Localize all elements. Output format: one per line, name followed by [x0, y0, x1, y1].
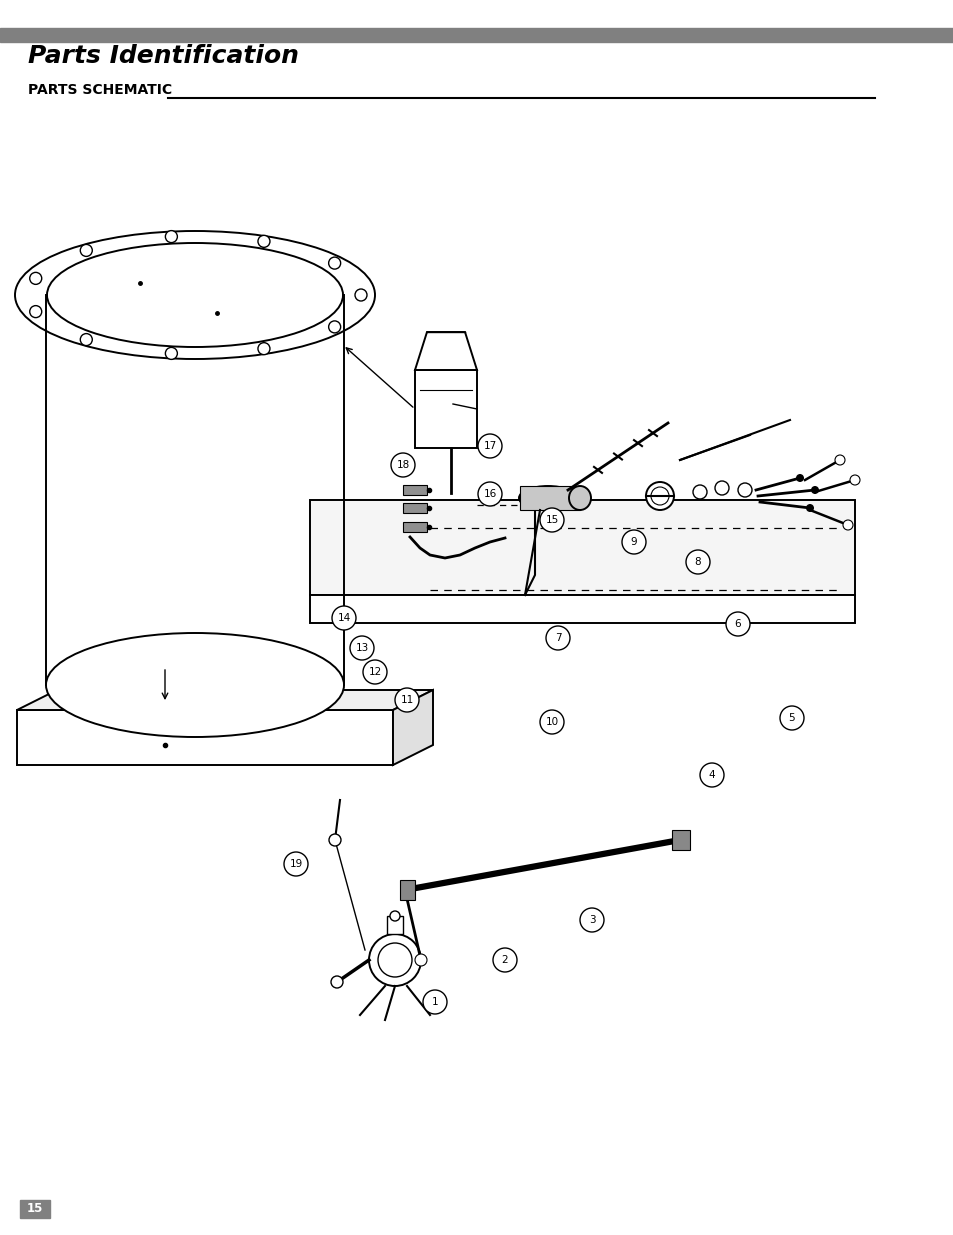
Circle shape — [621, 530, 645, 555]
Circle shape — [30, 305, 42, 317]
Circle shape — [645, 482, 673, 510]
Circle shape — [842, 520, 852, 530]
Circle shape — [477, 433, 501, 458]
Text: Parts Identification: Parts Identification — [28, 44, 298, 68]
Circle shape — [328, 321, 340, 333]
Circle shape — [80, 245, 92, 257]
Text: PARTS SCHEMATIC: PARTS SCHEMATIC — [28, 83, 172, 98]
Text: 5: 5 — [788, 713, 795, 722]
Polygon shape — [310, 595, 854, 622]
Text: 7: 7 — [554, 634, 560, 643]
Circle shape — [350, 636, 374, 659]
Ellipse shape — [518, 487, 577, 510]
Text: 6: 6 — [734, 619, 740, 629]
Circle shape — [685, 550, 709, 574]
Circle shape — [391, 453, 415, 477]
Text: 15: 15 — [545, 515, 558, 525]
Text: 9: 9 — [630, 537, 637, 547]
Bar — [519, 487, 579, 510]
Ellipse shape — [46, 634, 344, 737]
Polygon shape — [415, 332, 476, 370]
Circle shape — [165, 231, 177, 242]
Circle shape — [355, 289, 367, 301]
Circle shape — [422, 990, 447, 1014]
Circle shape — [795, 474, 803, 482]
Circle shape — [415, 953, 427, 966]
Circle shape — [257, 342, 270, 354]
Bar — [20, 1200, 50, 1218]
Bar — [0, 28, 953, 42]
Circle shape — [284, 852, 308, 876]
Bar — [402, 522, 427, 532]
Circle shape — [539, 710, 563, 734]
Circle shape — [257, 236, 270, 247]
Circle shape — [369, 934, 420, 986]
Text: 4: 4 — [708, 769, 715, 781]
Circle shape — [493, 948, 517, 972]
Circle shape — [725, 613, 749, 636]
Circle shape — [332, 606, 355, 630]
Text: 1: 1 — [432, 997, 437, 1007]
Text: 3: 3 — [588, 915, 595, 925]
Circle shape — [395, 688, 418, 713]
Circle shape — [545, 626, 569, 650]
Circle shape — [363, 659, 387, 684]
Circle shape — [849, 475, 859, 485]
Ellipse shape — [568, 487, 590, 510]
Text: 10: 10 — [545, 718, 558, 727]
Ellipse shape — [15, 231, 375, 359]
Bar — [402, 503, 427, 513]
Text: 17: 17 — [483, 441, 497, 451]
Bar — [415, 370, 476, 448]
Text: 13: 13 — [355, 643, 368, 653]
Circle shape — [810, 487, 818, 494]
Text: 14: 14 — [337, 613, 351, 622]
Bar — [671, 830, 689, 850]
Text: 11: 11 — [400, 695, 414, 705]
Polygon shape — [17, 690, 433, 710]
Circle shape — [579, 908, 603, 932]
Text: 12: 12 — [368, 667, 381, 677]
Text: 18: 18 — [395, 459, 409, 471]
Text: 15: 15 — [27, 1203, 43, 1215]
Bar — [402, 485, 427, 495]
Text: 8: 8 — [694, 557, 700, 567]
Bar — [387, 916, 402, 934]
Circle shape — [834, 454, 844, 466]
Circle shape — [328, 257, 340, 269]
Polygon shape — [393, 690, 433, 764]
Circle shape — [780, 706, 803, 730]
Circle shape — [738, 483, 751, 496]
Circle shape — [477, 482, 501, 506]
Text: 2: 2 — [501, 955, 508, 965]
Text: 19: 19 — [289, 860, 302, 869]
Circle shape — [80, 333, 92, 346]
Polygon shape — [310, 500, 854, 595]
Circle shape — [165, 347, 177, 359]
Ellipse shape — [47, 243, 343, 347]
Circle shape — [329, 834, 340, 846]
Circle shape — [805, 504, 813, 513]
Text: 16: 16 — [483, 489, 497, 499]
Circle shape — [390, 911, 399, 921]
Circle shape — [331, 976, 343, 988]
Circle shape — [539, 508, 563, 532]
Circle shape — [692, 485, 706, 499]
Circle shape — [30, 273, 42, 284]
Circle shape — [714, 480, 728, 495]
Circle shape — [700, 763, 723, 787]
Polygon shape — [17, 710, 393, 764]
Bar — [399, 881, 415, 900]
